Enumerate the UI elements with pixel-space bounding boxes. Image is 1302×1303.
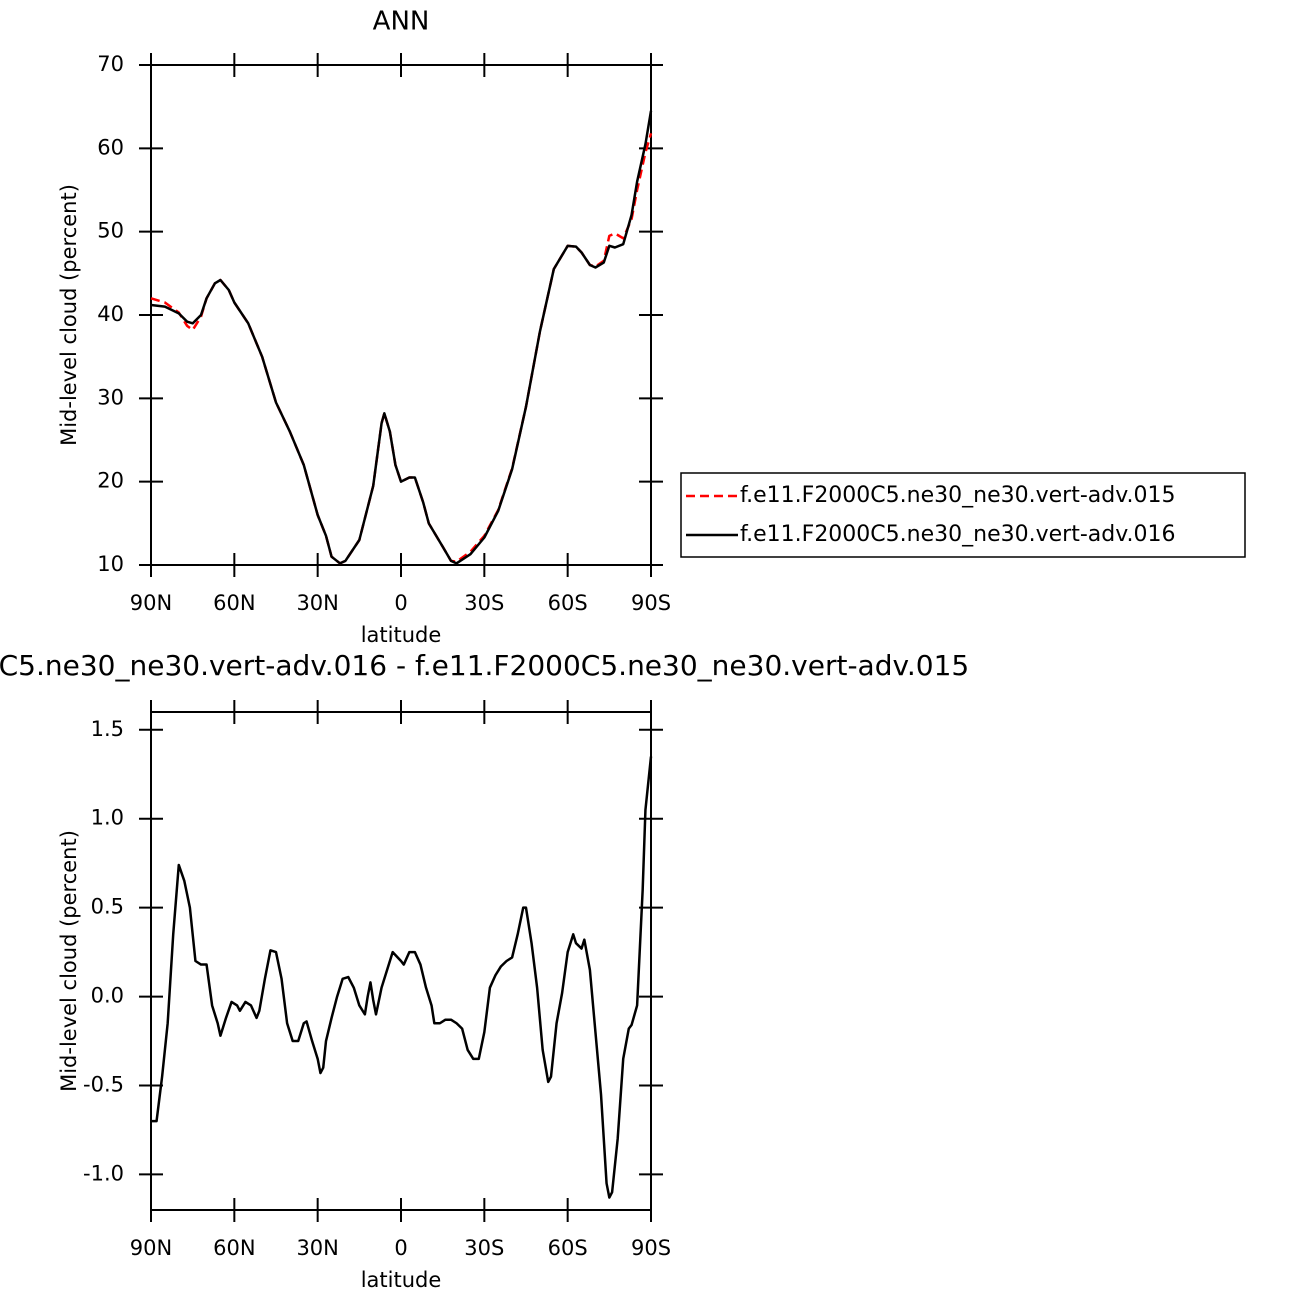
chart-title: f.e11.F2000C5.ne30_ne30.vert-adv.016 - f… [0,649,969,682]
data-line [150,110,653,565]
legend-label: f.e11.F2000C5.ne30_ne30.vert-adv.016 [740,522,1176,547]
y-tick-label: 70 [97,52,124,76]
x-tick-label: 60N [213,591,255,615]
y-tick-label: 10 [97,552,124,576]
y-tick-label: 30 [97,385,124,409]
x-tick-label: 0 [394,591,407,615]
x-tick-label: 60N [213,1236,255,1260]
legend-box [680,472,1246,558]
plot-frame [150,711,652,1211]
x-tick-label: 30N [296,591,338,615]
x-tick-label: 30S [464,591,504,615]
x-tick-label: 60S [548,1236,588,1260]
plot-frame [150,64,652,566]
y-tick-label: 50 [97,219,124,243]
x-axis-label: latitude [361,1268,442,1292]
x-tick-label: 30N [296,1236,338,1260]
chart-title: ANN [373,7,430,37]
y-tick-label: 0.0 [91,984,124,1008]
x-tick-label: 90N [130,1236,172,1260]
y-tick-label: -1.0 [83,1161,124,1185]
y-tick-label: 0.5 [91,895,124,919]
x-tick-label: 90S [631,591,671,615]
y-tick-label: -0.5 [83,1073,124,1097]
x-tick-label: 0 [394,1236,407,1260]
y-axis-label: Mid-level cloud (percent) [57,184,81,446]
y-tick-label: 1.0 [91,806,124,830]
y-tick-label: 1.5 [91,717,124,741]
legend-label: f.e11.F2000C5.ne30_ne30.vert-adv.015 [740,483,1176,508]
x-tick-label: 30S [464,1236,504,1260]
y-tick-label: 40 [97,302,124,326]
y-tick-label: 60 [97,135,124,159]
y-tick-label: 20 [97,469,124,493]
x-tick-label: 90S [631,1236,671,1260]
x-tick-label: 90N [130,591,172,615]
y-axis-label: Mid-level cloud (percent) [57,830,81,1092]
data-line [150,132,653,565]
data-line [151,756,653,1199]
x-tick-label: 60S [548,591,588,615]
x-axis-label: latitude [361,623,442,647]
